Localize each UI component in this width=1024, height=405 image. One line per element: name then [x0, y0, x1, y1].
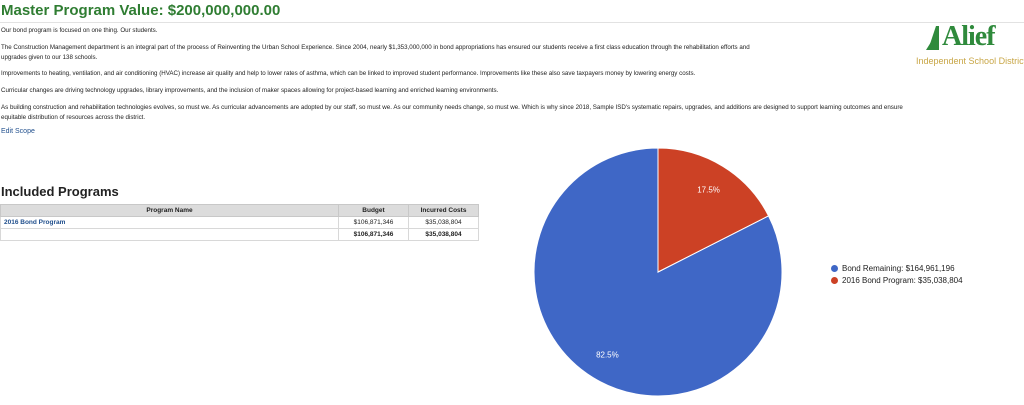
total-budget-cell: $106,871,346 [338, 228, 409, 241]
totals-empty-cell [0, 228, 339, 241]
column-header-incurred-costs[interactable]: Incurred Costs [408, 204, 479, 217]
incurred-cell: $35,038,804 [408, 216, 479, 229]
legend-swatch-icon [831, 265, 838, 272]
pie-slice-label-0: 82.5% [596, 350, 619, 359]
intro-paragraph-2: The Construction Management department i… [1, 44, 750, 61]
programs-table: Program Name Budget Incurred Costs 2016 … [0, 204, 479, 241]
legend-swatch-icon [831, 277, 838, 284]
column-header-program-name[interactable]: Program Name [0, 204, 339, 217]
logo-subtitle: Independent School District [916, 56, 1024, 66]
intro-paragraph-4: Curricular changes are driving technolog… [1, 87, 499, 94]
intro-paragraph-5: As building construction and rehabilitat… [1, 104, 903, 121]
intro-paragraph-1: Our bond program is focused on one thing… [1, 27, 158, 34]
intro-paragraph-3: Improvements to heating, ventilation, an… [1, 70, 696, 77]
column-header-budget[interactable]: Budget [338, 204, 409, 217]
total-incurred-cell: $35,038,804 [408, 228, 479, 241]
program-link[interactable]: 2016 Bond Program [4, 219, 66, 226]
legend-label: 2016 Bond Program: $35,038,804 [842, 276, 963, 285]
logo-mark-icon [926, 26, 939, 50]
table-row: 2016 Bond Program $106,871,346 $35,038,8… [0, 216, 479, 229]
edit-scope-link[interactable]: Edit Scope [1, 128, 35, 135]
legend-item-bond-remaining[interactable]: Bond Remaining: $164,961,196 [831, 263, 963, 275]
budget-cell: $106,871,346 [338, 216, 409, 229]
page-title: Master Program Value: $200,000,000.00 [1, 2, 281, 19]
included-programs-title: Included Programs [1, 184, 119, 199]
pie-slice-label-1: 17.5% [697, 186, 720, 195]
legend-label: Bond Remaining: $164,961,196 [842, 264, 955, 273]
table-header-row: Program Name Budget Incurred Costs [0, 204, 479, 217]
chart-legend: Bond Remaining: $164,961,196 2016 Bond P… [831, 263, 963, 287]
district-logo: Alief Independent School District [912, 21, 1024, 68]
legend-item-2016-bond-program[interactable]: 2016 Bond Program: $35,038,804 [831, 275, 963, 287]
pie-slice-1[interactable] [657, 147, 770, 273]
logo-wordmark: Alief [942, 21, 996, 52]
title-divider [0, 22, 1024, 23]
totals-row: $106,871,346 $35,038,804 [0, 228, 479, 241]
budget-pie-chart: 82.5% 17.5% [533, 147, 783, 397]
program-name-cell[interactable]: 2016 Bond Program [0, 216, 339, 229]
